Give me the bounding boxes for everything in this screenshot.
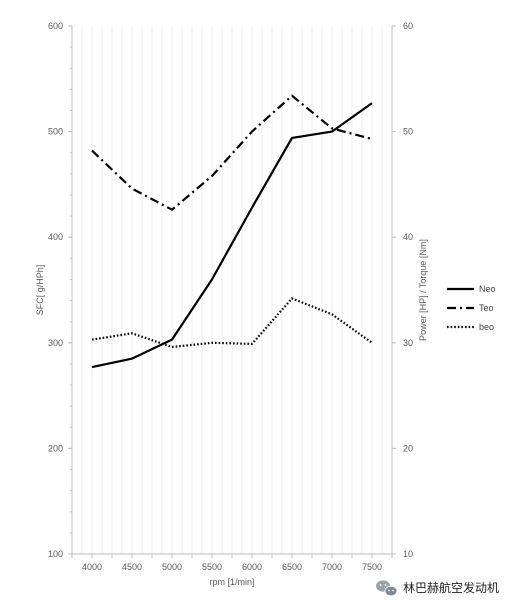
y-left-tick-label: 100 bbox=[48, 549, 63, 559]
y-left-ticks: 100 200 300 400 500 600 bbox=[48, 21, 72, 559]
y-right-tick-label: 40 bbox=[403, 232, 413, 242]
y-right-tick-label: 60 bbox=[403, 21, 413, 31]
y-left-axis-title: SFC[ g/HPh] bbox=[35, 265, 45, 316]
x-tick-label: 6000 bbox=[242, 562, 262, 572]
x-tick-label: 4000 bbox=[82, 562, 102, 572]
y-right-tick-label: 10 bbox=[403, 549, 413, 559]
y-right-ticks: 10 20 30 40 50 60 bbox=[392, 21, 413, 559]
series-line-neo bbox=[91, 102, 373, 369]
watermark-text: 林巴赫航空发动机 bbox=[403, 580, 499, 595]
y-right-tick-label: 30 bbox=[403, 338, 413, 348]
legend-label-teo: Teo bbox=[479, 303, 494, 313]
x-ticks: 4000 4500 5000 5500 6000 6500 7000 7500 bbox=[71, 554, 393, 572]
y-left-tick-label: 200 bbox=[48, 443, 63, 453]
legend: Neo Teo beo bbox=[447, 284, 496, 332]
watermark: 林巴赫航空发动机 bbox=[376, 580, 499, 597]
y-left-tick-label: 600 bbox=[48, 21, 63, 31]
y-right-tick-label: 50 bbox=[403, 127, 413, 137]
x-axis-title: rpm [1/min] bbox=[209, 577, 254, 587]
y-left-tick-label: 300 bbox=[48, 338, 63, 348]
grid bbox=[81, 26, 383, 554]
x-tick-label: 7000 bbox=[322, 562, 342, 572]
legend-label-beo: beo bbox=[479, 322, 494, 332]
x-tick-label: 7500 bbox=[362, 562, 382, 572]
y-left-tick-label: 400 bbox=[48, 232, 63, 242]
x-tick-label: 5000 bbox=[162, 562, 182, 572]
legend-label-neo: Neo bbox=[479, 284, 496, 294]
series-line-teo bbox=[91, 94, 373, 211]
x-tick-label: 6500 bbox=[282, 562, 302, 572]
series-line-beo bbox=[91, 297, 373, 349]
y-right-tick-label: 20 bbox=[403, 443, 413, 453]
x-tick-label: 5500 bbox=[202, 562, 222, 572]
series-layer bbox=[91, 94, 373, 369]
y-right-axis-title: Power [HP] / Torque [Nm] bbox=[418, 239, 428, 341]
wechat-icon bbox=[376, 580, 398, 597]
x-tick-label: 4500 bbox=[122, 562, 142, 572]
y-left-tick-label: 500 bbox=[48, 127, 63, 137]
